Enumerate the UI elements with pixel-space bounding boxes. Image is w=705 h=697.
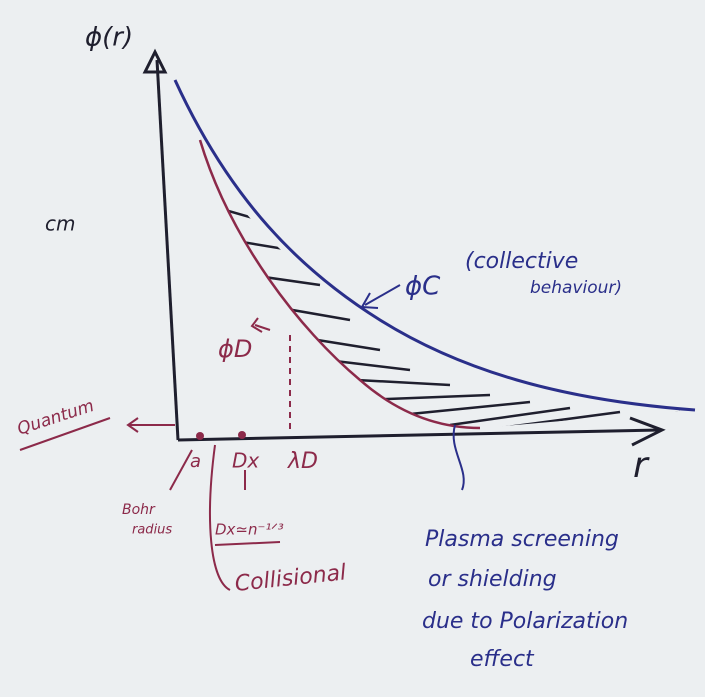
phid-label: ϕD: [218, 335, 252, 363]
dx-label: Dx: [232, 449, 259, 473]
margin-note: cm: [45, 212, 75, 236]
bohr-note-2: radius: [132, 523, 172, 538]
lambda-label: λD: [287, 449, 318, 474]
diagram: ϕ(r) r ϕC (collective behaviour) ϕD a Dx…: [0, 0, 705, 697]
screening-note-2: or shielding: [428, 567, 557, 592]
point-a: [196, 432, 204, 440]
bohr-note: Bohr: [122, 502, 156, 518]
y-axis-label: ϕ(r): [85, 23, 133, 53]
paper: [0, 0, 705, 697]
screening-note-4: effect: [470, 647, 535, 672]
screening-note-1: Plasma screening: [425, 527, 619, 552]
collective-note: (collective: [465, 249, 578, 274]
screening-note-3: due to Polarization: [422, 609, 628, 634]
point-dx: [238, 431, 246, 439]
x-axis-label: r: [633, 445, 650, 486]
dx-relation: Dx≃n⁻¹ᐟ³: [215, 521, 284, 539]
a-label: a: [190, 451, 201, 472]
collective-note-2: behaviour): [530, 278, 622, 298]
phic-label: ϕC: [405, 272, 441, 302]
